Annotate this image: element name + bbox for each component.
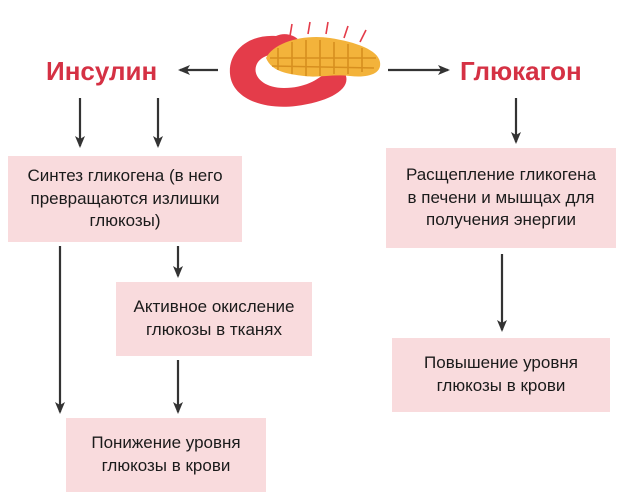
pancreas-svg bbox=[218, 18, 388, 114]
title-glucagon: Глюкагон bbox=[460, 56, 582, 87]
box-glucose-lower: Понижение уровня глюкозы в крови bbox=[66, 418, 266, 492]
box-glycogen-breakdown: Расщепление гликогена в печени и мышцах … bbox=[386, 148, 616, 248]
title-insulin: Инсулин bbox=[46, 56, 157, 87]
pancreas-illustration bbox=[218, 18, 388, 114]
box-glycogen-synthesis: Синтез гликогена (в него превращаются из… bbox=[8, 156, 242, 242]
box-glucose-raise: Повышение уровня глюкозы в крови bbox=[392, 338, 610, 412]
box-glucose-oxidation: Активное окисление глюкозы в тканях bbox=[116, 282, 312, 356]
